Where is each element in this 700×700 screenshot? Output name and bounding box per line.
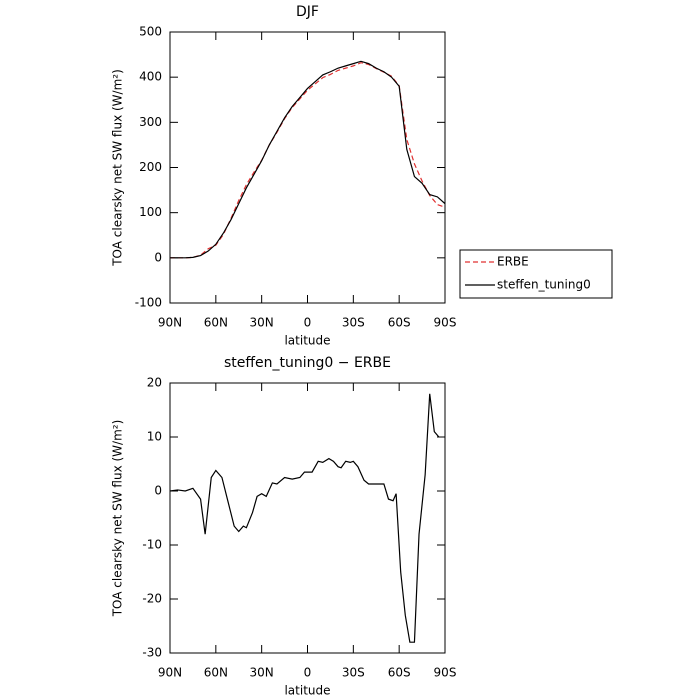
y-tick-label: -10 [142, 538, 162, 552]
y-tick-label: 10 [147, 430, 162, 444]
x-tick-label: 0 [304, 666, 312, 680]
y-tick-label: 300 [139, 115, 162, 129]
x-tick-label: 30N [250, 666, 274, 680]
x-tick-label: 90S [434, 666, 457, 680]
series-line [170, 62, 446, 259]
x-axis-label: latitude [284, 684, 330, 698]
y-tick-label: 400 [139, 70, 162, 84]
x-tick-label: 0 [304, 316, 312, 330]
y-tick-label: 500 [139, 25, 162, 39]
y-tick-label: 0 [154, 484, 162, 498]
x-tick-label: 30N [250, 316, 274, 330]
legend-box [459, 249, 613, 299]
x-tick-label: 60N [204, 316, 228, 330]
series-line [170, 60, 446, 259]
y-tick-label: 0 [154, 250, 162, 264]
y-tick-label: -100 [135, 296, 162, 310]
plot-frame [169, 31, 446, 304]
y-tick-label: 20 [147, 376, 162, 390]
y-axis-label: TOA clearsky net SW flux (W/m²) [111, 420, 125, 618]
x-tick-label: 30S [342, 666, 365, 680]
y-tick-label: -20 [142, 592, 162, 606]
legend-label: ERBE [497, 255, 529, 269]
y-axis-label: TOA clearsky net SW flux (W/m²) [111, 69, 125, 267]
plot-frame [169, 382, 446, 654]
x-tick-label: 90N [158, 316, 182, 330]
chart-title: steffen_tuning0 − ERBE [224, 355, 391, 371]
x-tick-label: 30S [342, 316, 365, 330]
x-tick-label: 60N [204, 666, 228, 680]
y-tick-label: 100 [139, 205, 162, 219]
y-tick-label: -30 [142, 646, 162, 660]
y-tick-label: 200 [139, 160, 162, 174]
x-tick-label: 60S [388, 666, 411, 680]
difference-line [169, 393, 440, 643]
chart-title: DJF [296, 4, 319, 20]
x-tick-label: 90N [158, 666, 182, 680]
legend-label: steffen_tuning0 [497, 278, 591, 292]
x-axis-label: latitude [284, 334, 330, 348]
x-tick-label: 60S [388, 316, 411, 330]
x-tick-label: 90S [434, 316, 457, 330]
